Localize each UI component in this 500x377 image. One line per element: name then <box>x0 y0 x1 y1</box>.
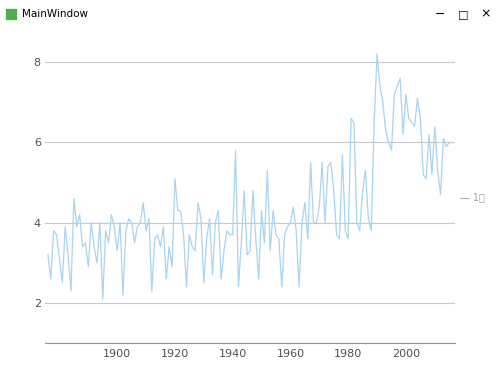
Text: □: □ <box>458 9 468 19</box>
Text: ×: × <box>481 8 491 21</box>
Text: ― 1月: ― 1月 <box>460 193 485 202</box>
Text: −: − <box>435 8 446 21</box>
Bar <box>6 9 16 19</box>
Text: MainWindow: MainWindow <box>22 9 88 19</box>
